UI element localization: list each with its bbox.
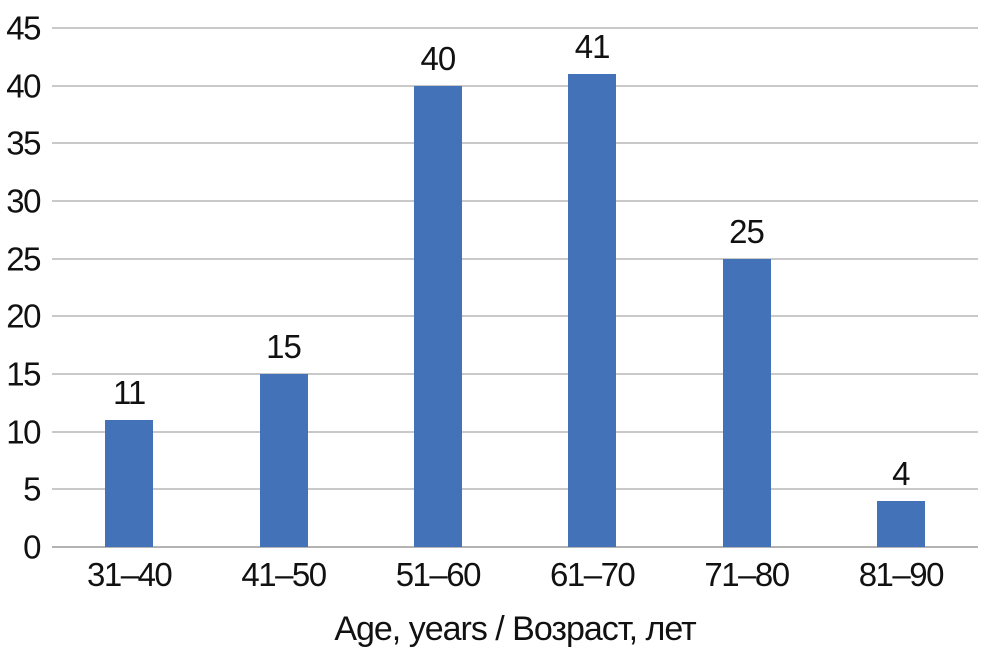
gridline (52, 257, 978, 260)
bar-81–90 (876, 500, 925, 547)
gridline (52, 27, 978, 29)
y-tick-label: 10 (6, 413, 41, 451)
y-tick-label: 30 (6, 182, 41, 220)
gridline (52, 315, 978, 318)
y-tick-label: 25 (6, 240, 41, 278)
bar-41–50 (259, 374, 308, 547)
bar-value-label: 41 (574, 28, 611, 66)
x-tick-label: 51–60 (395, 556, 482, 593)
y-tick-label: 5 (23, 470, 41, 508)
y-tick-label: 20 (6, 297, 41, 335)
bar-value-label: 25 (729, 212, 765, 250)
bar-value-label: 4 (892, 454, 910, 492)
bar-31–40 (105, 420, 154, 547)
gridline (52, 373, 978, 375)
gridline (52, 142, 978, 145)
y-tick-label: 45 (6, 9, 41, 47)
y-tick-label: 35 (6, 124, 41, 162)
y-tick-label: 0 (23, 528, 41, 566)
x-tick-label: 31–40 (87, 556, 173, 593)
gridline (52, 488, 978, 491)
y-tick-label: 40 (6, 67, 41, 105)
bar-71–80 (722, 258, 771, 547)
x-tick-label: 41–50 (241, 556, 327, 593)
x-axis-line (52, 546, 978, 548)
bar-value-label: 15 (266, 328, 302, 365)
gridline (52, 200, 978, 202)
bar-value-label: 11 (113, 374, 146, 412)
y-tick-label: 15 (6, 355, 41, 393)
bar-61–70 (568, 74, 617, 547)
x-tick-label: 81–90 (858, 556, 945, 593)
x-axis-title: Age, years / Возраст, лет (334, 610, 696, 648)
gridline (52, 430, 978, 433)
x-tick-label: 61–70 (550, 556, 636, 593)
gridline (52, 84, 978, 87)
bar-51–60 (413, 85, 462, 547)
bar-value-label: 40 (420, 39, 456, 77)
x-tick-label: 71–80 (704, 556, 790, 593)
